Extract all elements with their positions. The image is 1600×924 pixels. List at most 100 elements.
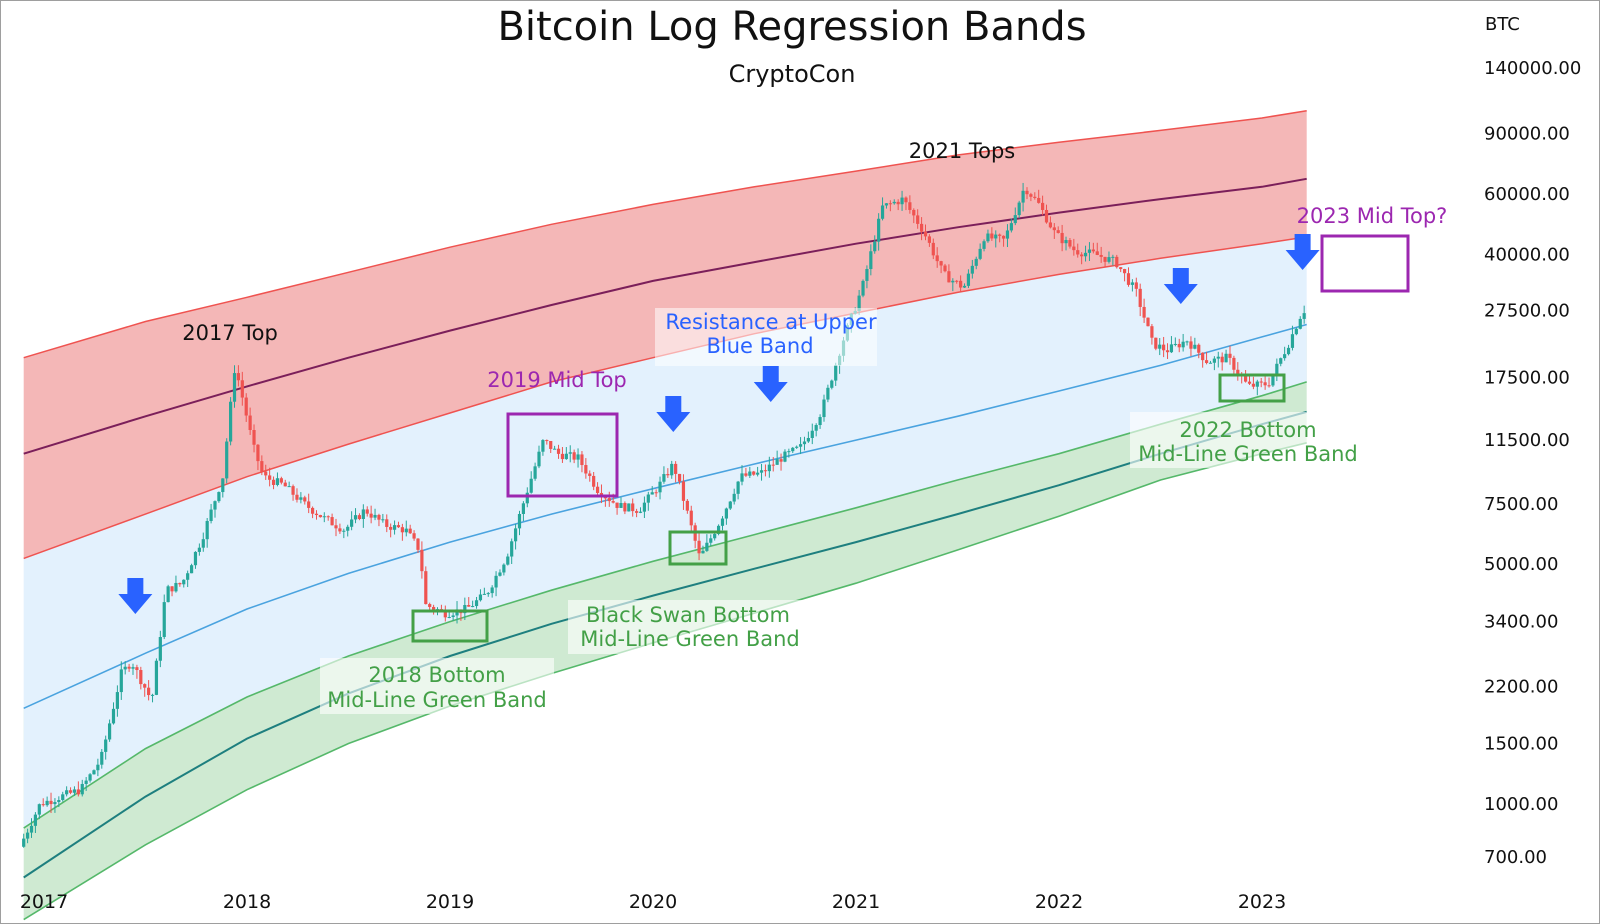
candle-body	[53, 802, 57, 805]
candle-body	[1107, 257, 1111, 262]
candle-body	[498, 572, 502, 576]
down-arrow-icon	[1163, 268, 1198, 304]
box-black-swan-bottom	[668, 530, 728, 566]
candle-body	[268, 475, 272, 480]
candle-body	[1279, 358, 1283, 364]
y-axis: 140000.00 90000.00 60000.00 40000.00 27500.0…	[1484, 58, 1581, 868]
down-arrow-icon	[1285, 234, 1320, 270]
candle-body	[1197, 344, 1201, 353]
box-2018-bottom	[411, 609, 489, 643]
candle-body	[217, 492, 221, 502]
candle-body	[795, 446, 799, 448]
candle-body	[1216, 356, 1220, 359]
candle-body	[986, 233, 990, 242]
candle-body	[229, 401, 233, 442]
candle-body	[22, 838, 26, 847]
candle-body	[674, 463, 678, 474]
candle-body	[549, 440, 553, 449]
candle-body	[119, 669, 123, 693]
candle-body	[912, 209, 916, 216]
candle-body	[990, 233, 994, 239]
bottom-2022-label-bg	[1130, 412, 1370, 468]
candle-body	[240, 380, 244, 398]
candle-body	[346, 526, 350, 531]
candle-body	[1224, 353, 1228, 363]
candle-body	[26, 832, 30, 839]
candle-body	[779, 459, 783, 462]
candle-body	[1037, 197, 1041, 203]
candle-body	[193, 551, 198, 566]
candle-body	[486, 593, 490, 595]
candle-body	[1076, 250, 1080, 255]
candle-body	[186, 573, 190, 580]
down-arrow-icon	[118, 578, 153, 614]
candle-body	[478, 594, 483, 601]
candle-body	[1056, 230, 1060, 233]
candle-body	[728, 501, 732, 509]
candle-body	[783, 451, 787, 462]
candle-body	[537, 451, 541, 467]
candle-body	[154, 660, 159, 695]
candle-body	[182, 579, 186, 585]
candle-body	[299, 497, 303, 500]
candle-body	[658, 481, 662, 493]
candle-body	[533, 466, 537, 479]
candle-body	[1154, 337, 1158, 349]
candle-body	[1013, 215, 1017, 224]
candle-body	[1001, 235, 1006, 239]
candle-body	[576, 454, 580, 460]
candle-body	[677, 473, 682, 482]
candle-body	[361, 509, 365, 519]
candle-body	[201, 539, 205, 548]
annotation-2017-top: 2017 Top	[182, 321, 278, 345]
y-tick-label: 700.00	[1484, 847, 1547, 868]
candle-body	[322, 516, 326, 518]
candle-body	[271, 479, 276, 485]
candle-body	[408, 528, 412, 534]
candle-body	[553, 448, 557, 450]
candle-body	[389, 526, 393, 530]
candle-body	[502, 564, 506, 573]
candle-body	[350, 519, 354, 527]
candle-body	[619, 503, 623, 508]
candle-body	[1048, 222, 1053, 228]
candle-body	[115, 692, 119, 709]
candle-body	[1072, 246, 1076, 251]
candle-body	[135, 667, 139, 671]
candle-body	[880, 205, 885, 219]
candle-body	[295, 494, 299, 500]
candle-body	[209, 509, 213, 521]
candle-body	[705, 542, 709, 551]
candle-body	[802, 441, 807, 445]
candle-body	[1228, 353, 1232, 358]
candle-body	[1025, 190, 1029, 195]
candle-body	[818, 417, 822, 426]
candle-body	[713, 533, 717, 539]
candle-body	[330, 517, 334, 526]
candle-body	[1232, 357, 1236, 370]
candle-body	[861, 280, 865, 296]
candle-body	[123, 666, 127, 670]
candle-body	[1017, 202, 1021, 216]
candle-body	[447, 617, 451, 619]
candle-body	[1169, 344, 1174, 353]
candle-body	[318, 515, 322, 518]
candle-body	[303, 497, 307, 502]
candle-body	[763, 470, 768, 472]
y-tick-label: 90000.00	[1484, 124, 1570, 145]
candle-body	[822, 399, 826, 418]
candle-body	[896, 201, 900, 205]
candle-body	[1165, 350, 1170, 353]
candle-body	[517, 513, 522, 529]
candle-body	[510, 541, 514, 557]
candle-body	[420, 549, 424, 572]
red-band-upper-line	[23, 109, 1307, 359]
candle-body	[1146, 317, 1150, 327]
candle-body	[635, 511, 639, 513]
annotation-2019-mid-top: 2019 Mid Top	[487, 368, 627, 392]
candle-body	[529, 478, 533, 493]
y-tick-label: 40000.00	[1484, 244, 1570, 265]
candle-body	[37, 804, 41, 815]
candle-body	[923, 231, 928, 237]
candle-body	[615, 502, 619, 508]
